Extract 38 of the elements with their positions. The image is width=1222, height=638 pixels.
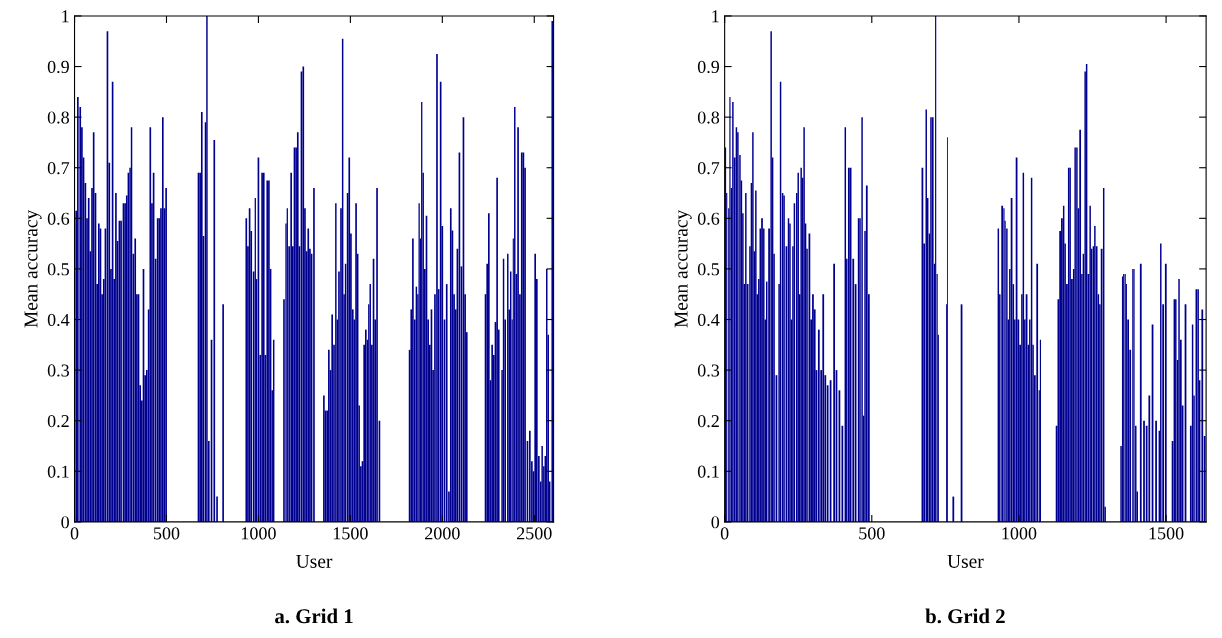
y-tick-label: 0.4 xyxy=(47,313,70,327)
y-tick-label: 0.7 xyxy=(47,161,70,175)
y-tick-label: 0.4 xyxy=(697,313,720,327)
y-axis-title: Mean accuracy xyxy=(674,209,692,328)
y-tick-label: 0.3 xyxy=(47,364,69,377)
y-tick-label: 0.5 xyxy=(697,263,720,276)
x-tick-label: 2000 xyxy=(425,527,460,540)
x-tick-label: 1500 xyxy=(1149,527,1184,540)
y-axis-title: Mean accuracy xyxy=(24,209,42,328)
y-tick-label: 0.1 xyxy=(47,465,69,478)
y-tick-label: 0.8 xyxy=(697,111,720,124)
y-tick-label: 0.2 xyxy=(47,414,69,428)
y-tick-label: 0.3 xyxy=(697,364,720,377)
x-tick-label: 500 xyxy=(153,527,180,540)
y-tick-label: 0.6 xyxy=(47,212,70,225)
x-tick-label: 0 xyxy=(720,527,729,540)
x-axis-title: User xyxy=(296,554,333,568)
x-tick-label: 1000 xyxy=(241,527,276,540)
text: b. Grid 2 xyxy=(925,608,1005,624)
text: a. Grid 1 xyxy=(275,608,353,624)
y-tick-label: 0.9 xyxy=(697,60,720,74)
y-tick-label: 0.1 xyxy=(697,465,719,478)
y-tick-label: 0.6 xyxy=(697,212,720,225)
y-tick-label: 0.5 xyxy=(47,263,69,276)
x-tick-label: 500 xyxy=(859,527,885,540)
y-tick-label: 0.9 xyxy=(47,60,69,74)
y-tick-label: 0 xyxy=(61,516,69,529)
y-tick-label: 1 xyxy=(62,10,69,23)
y-tick-label: 0.8 xyxy=(47,111,69,124)
y-tick-label: 0.2 xyxy=(697,414,719,428)
x-axis-title: User xyxy=(947,554,984,568)
y-tick-label: 1 xyxy=(712,10,719,23)
x-tick-label: 1000 xyxy=(1002,527,1037,540)
x-tick-label: 2500 xyxy=(517,527,552,540)
x-tick-label: 0 xyxy=(70,527,79,540)
y-tick-label: 0 xyxy=(711,516,720,529)
x-tick-label: 1500 xyxy=(333,527,368,540)
y-tick-label: 0.7 xyxy=(697,161,720,175)
